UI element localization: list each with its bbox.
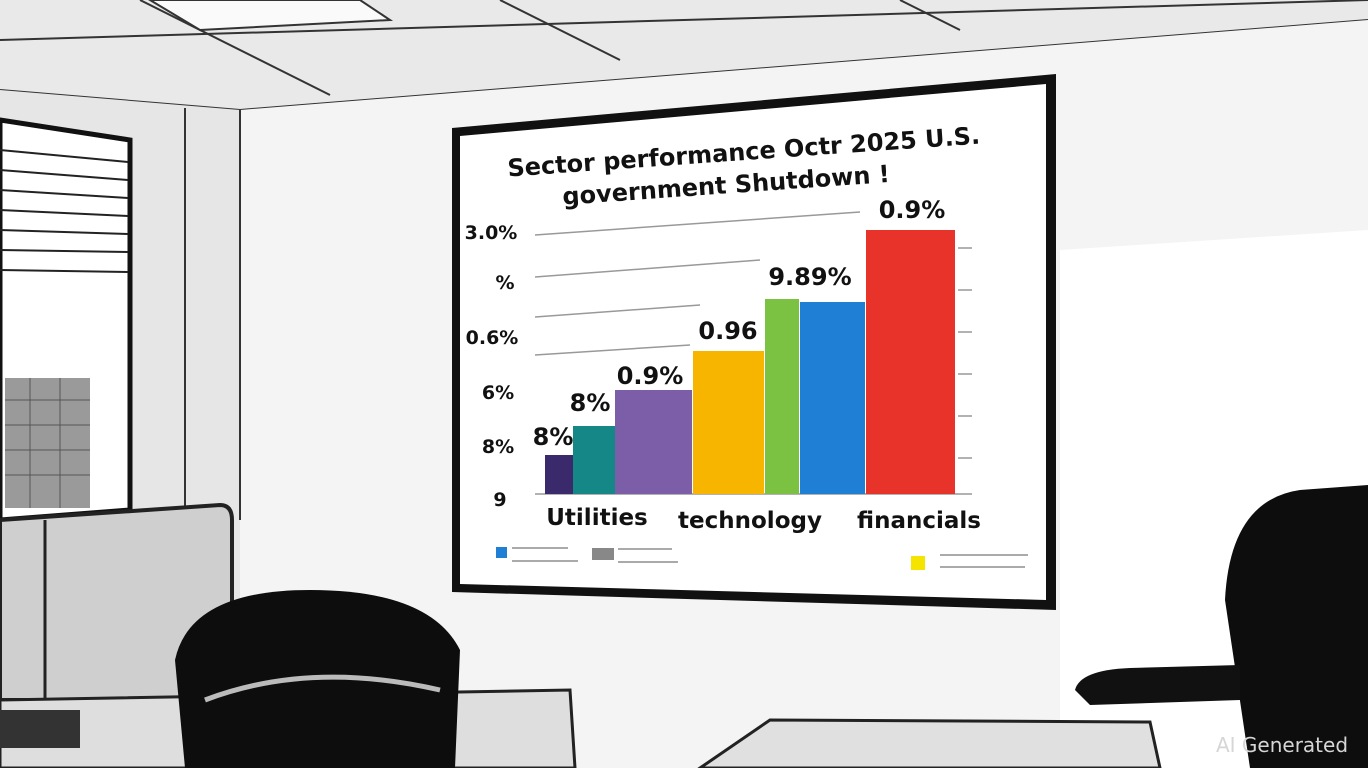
bar-label: 9.89% bbox=[768, 263, 851, 291]
bar bbox=[866, 230, 955, 494]
category-label: financials bbox=[857, 508, 981, 534]
category-label: Utilities bbox=[546, 505, 648, 531]
chair-right bbox=[1225, 485, 1368, 768]
blinds bbox=[0, 149, 129, 273]
legend bbox=[496, 547, 1028, 570]
chair-highlight bbox=[204, 674, 441, 703]
bar-label: 0.9% bbox=[879, 196, 946, 224]
y-label: 0.6% bbox=[466, 327, 519, 349]
bar-label: 8% bbox=[570, 389, 611, 417]
bar bbox=[765, 299, 799, 494]
building bbox=[5, 378, 90, 508]
y-label: 8% bbox=[482, 436, 514, 458]
armrest bbox=[1075, 665, 1240, 705]
table bbox=[697, 718, 1162, 768]
bars bbox=[545, 230, 955, 494]
y-label: % bbox=[495, 272, 514, 294]
bar-label: 0.9% bbox=[617, 362, 684, 390]
bar bbox=[573, 426, 615, 494]
y-label: 6% bbox=[482, 382, 514, 404]
bar bbox=[615, 390, 692, 494]
category-label: technology bbox=[678, 508, 822, 534]
ceiling bbox=[0, 0, 1368, 110]
bar-label: 0.96 bbox=[698, 317, 757, 345]
bar bbox=[800, 302, 865, 494]
y-label: 3.0% bbox=[465, 222, 518, 244]
bar bbox=[545, 455, 573, 494]
y-label: 9 bbox=[493, 489, 506, 511]
watermark: AI Generated bbox=[1216, 733, 1348, 757]
building-windows bbox=[5, 378, 90, 508]
binder bbox=[0, 710, 80, 748]
bar-label: 8% bbox=[533, 423, 574, 451]
bar bbox=[693, 351, 764, 494]
